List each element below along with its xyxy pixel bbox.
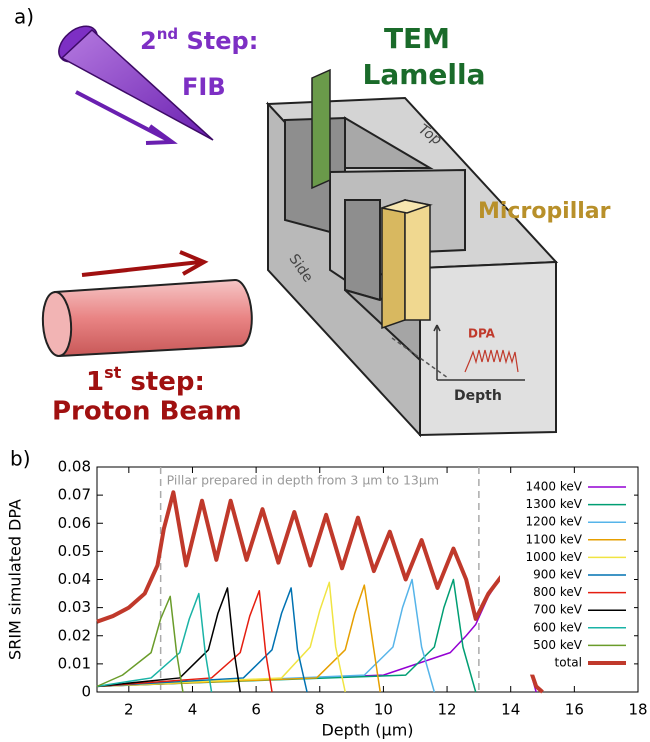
y-tick-label: 0.04 bbox=[58, 570, 91, 588]
panel-label: a) bbox=[14, 5, 34, 29]
panel-label: b) bbox=[10, 447, 31, 471]
micropillar-label: Micropillar bbox=[478, 199, 611, 224]
legend-label: 600 keV bbox=[533, 620, 583, 634]
legend-label: total bbox=[555, 656, 582, 670]
lamella bbox=[311, 68, 331, 190]
step1-label: 1st step: bbox=[86, 363, 205, 397]
lamella-label: Lamella bbox=[363, 58, 486, 91]
series-line bbox=[96, 578, 436, 693]
series-line bbox=[96, 581, 346, 693]
legend-label: 800 keV bbox=[533, 585, 583, 599]
y-tick-label: 0.02 bbox=[58, 626, 91, 644]
chart: 0 0.01 0.02 0.03 0.04 0.05 0.06 0.07 0.08 2 4 6 8 10 1… bbox=[6, 458, 648, 740]
step1-method: Proton Beam bbox=[52, 397, 242, 427]
series-line bbox=[96, 587, 241, 693]
x-tick-label: 2 bbox=[124, 701, 134, 719]
y-tick-label: 0 bbox=[81, 683, 91, 701]
series-line bbox=[96, 584, 381, 693]
legend-label: 500 keV bbox=[533, 638, 583, 652]
legend-label: 700 keV bbox=[533, 603, 583, 617]
series-line bbox=[96, 587, 308, 693]
step2-label: 2nd Step: bbox=[140, 25, 258, 56]
x-tick-label: 14 bbox=[501, 701, 520, 719]
legend-label: 1400 keV bbox=[526, 480, 583, 494]
step-number: 2 bbox=[140, 27, 157, 55]
step2-method: FIB bbox=[182, 73, 226, 101]
legend-label: 1000 keV bbox=[526, 550, 583, 564]
legend-label: 1100 keV bbox=[526, 532, 583, 546]
inset-xlabel: Depth bbox=[454, 388, 502, 404]
y-tick-label: 0.05 bbox=[58, 542, 91, 560]
y-tick-label: 0.03 bbox=[58, 598, 91, 616]
x-axis-title: Depth (µm) bbox=[321, 721, 413, 740]
inset-ylabel: DPA bbox=[468, 327, 496, 341]
series-line bbox=[96, 590, 273, 693]
micropillar bbox=[379, 198, 433, 330]
legend-box bbox=[500, 477, 634, 675]
step-number: 1 bbox=[86, 367, 104, 397]
x-tick-label: 10 bbox=[374, 701, 393, 719]
x-tick-label: 6 bbox=[251, 701, 261, 719]
series-line bbox=[96, 578, 477, 693]
legend-label: 1200 keV bbox=[526, 515, 583, 529]
fib-cone bbox=[58, 25, 214, 145]
y-tick-label: 0.01 bbox=[58, 654, 91, 672]
step-text: Step: bbox=[178, 27, 258, 55]
legend-label: 1300 keV bbox=[526, 497, 583, 511]
step-text: step: bbox=[121, 367, 205, 397]
legend-label: 900 keV bbox=[533, 568, 583, 582]
x-tick-label: 18 bbox=[628, 701, 647, 719]
y-tick-label: 0.08 bbox=[58, 458, 91, 476]
series-line bbox=[96, 592, 213, 693]
annotation: Pillar prepared in depth from 3 µm to 13… bbox=[167, 473, 439, 488]
y-axis-title: SRIM simulated DPA bbox=[6, 499, 25, 660]
y-tick-label: 0.06 bbox=[58, 514, 91, 532]
step-suffix: st bbox=[104, 363, 122, 382]
y-tick-label: 0.07 bbox=[58, 486, 91, 504]
x-tick-label: 16 bbox=[565, 701, 584, 719]
step-suffix: nd bbox=[157, 25, 178, 43]
x-tick-label: 4 bbox=[188, 701, 198, 719]
x-tick-label: 8 bbox=[315, 701, 325, 719]
x-tick-label: 12 bbox=[438, 701, 457, 719]
series-line bbox=[96, 595, 184, 693]
lamella-label: TEM bbox=[384, 22, 450, 55]
dpa-inset bbox=[391, 324, 525, 381]
proton-beam bbox=[41, 250, 253, 358]
series-line bbox=[96, 490, 544, 694]
